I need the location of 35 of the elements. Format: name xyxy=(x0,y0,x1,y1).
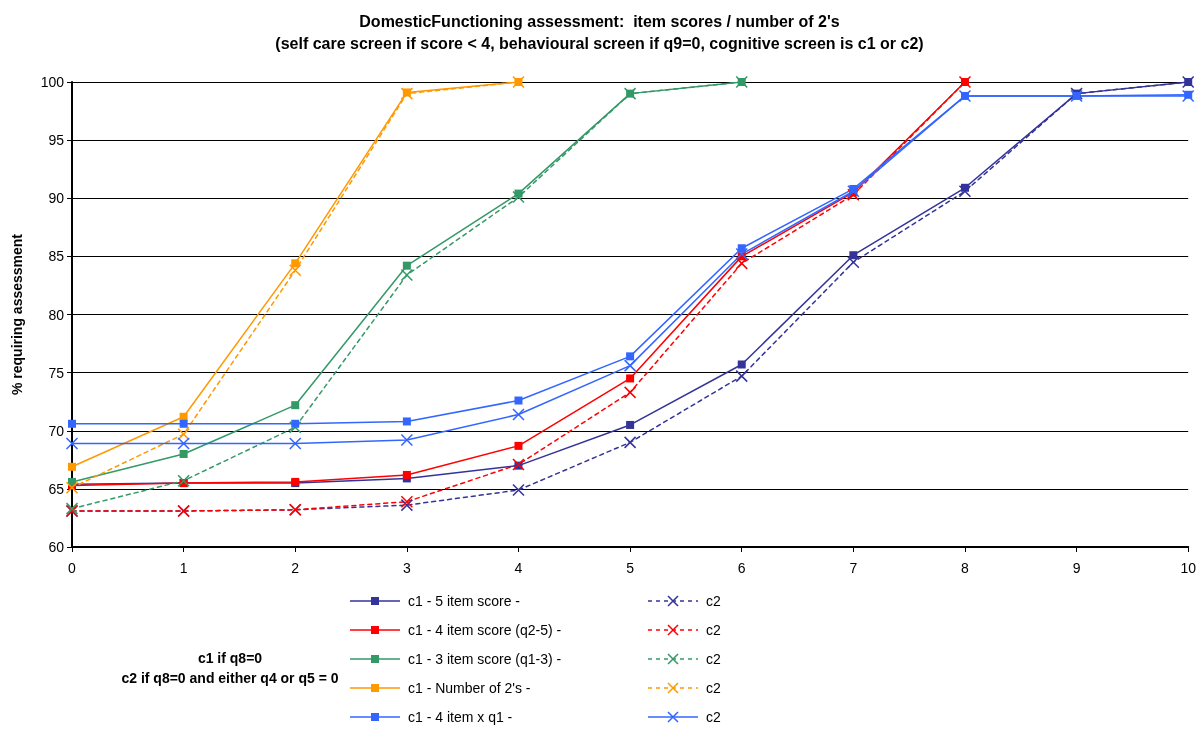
x-tick-label: 7 xyxy=(849,560,858,576)
y-tick-label: 90 xyxy=(48,190,65,207)
y-tick-label: 70 xyxy=(48,422,65,439)
legend-label: c1 - 3 item score (q1-3) - xyxy=(408,651,562,667)
y-axis-title: % requiring assessment xyxy=(9,233,25,396)
legend-label: c2 xyxy=(706,622,721,638)
x-tick-label: 3 xyxy=(402,560,411,576)
y-tick-label: 60 xyxy=(48,539,65,555)
x-tick-label: 9 xyxy=(1072,560,1081,576)
x-tick-label: 2 xyxy=(291,560,300,576)
x-tick-label: 10 xyxy=(1180,560,1197,576)
legend-label: c1 - 4 item x q1 - xyxy=(408,709,513,725)
chart-title: DomesticFunctioning assessment: item scores / number of 2's xyxy=(359,12,840,30)
y-tick-label: 75 xyxy=(48,364,65,381)
x-tick-label: 4 xyxy=(514,560,523,576)
y-tick-label: 100 xyxy=(40,74,65,90)
chart-subtitle: (self care screen if score < 4, behavioural screen if q9=0, cognitive screen is c1 or c2) xyxy=(275,34,924,52)
x-tick-label: 8 xyxy=(961,560,970,576)
legend-label: c1 - 4 item score (q2-5) - xyxy=(408,622,562,638)
legend-label: c2 xyxy=(706,651,721,667)
y-tick-label: 65 xyxy=(48,480,65,497)
legend-label: c1 - Number of 2's - xyxy=(408,680,531,696)
text: c1 if q8=0 xyxy=(196,649,264,668)
text: c2 if q8=0 and either q4 or q5 = 0 xyxy=(120,669,340,688)
legend-label: c1 - 5 item score - xyxy=(408,593,521,609)
y-tick-label: 85 xyxy=(48,248,65,265)
x-tick-label: 0 xyxy=(68,560,77,576)
legend-label: c2 xyxy=(706,593,721,609)
x-tick-label: 1 xyxy=(179,560,188,576)
x-tick-label: 5 xyxy=(626,560,635,576)
y-tick-label: 95 xyxy=(48,132,65,149)
y-tick-label: 80 xyxy=(48,306,65,323)
x-tick-label: 6 xyxy=(737,560,746,576)
legend-label: c2 xyxy=(706,680,721,696)
legend-label: c2 xyxy=(706,709,721,725)
